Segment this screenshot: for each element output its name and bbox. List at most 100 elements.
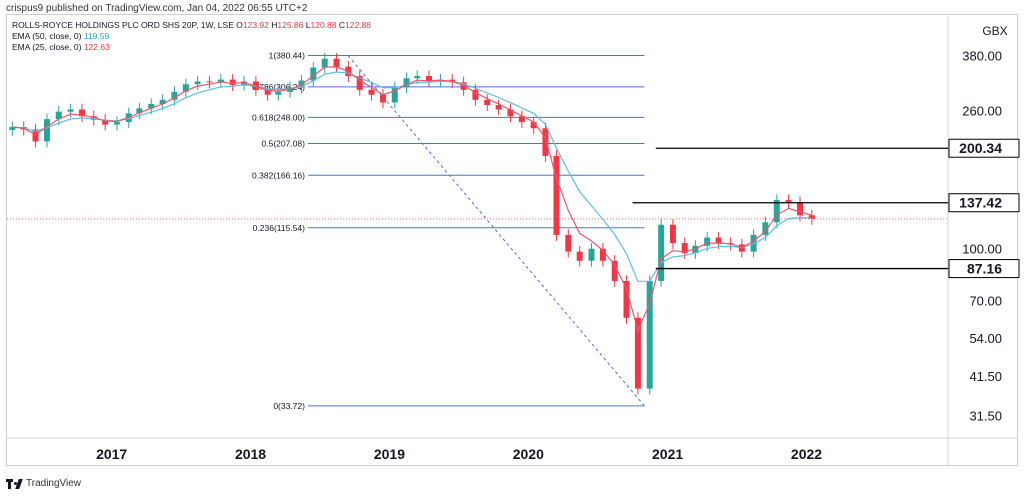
tradingview-footer: TradingView [6,478,81,489]
candle-body [217,79,224,83]
candle-body [379,94,386,103]
y-tick-label: 380.00 [962,49,1002,64]
candle-body [206,81,213,83]
candle-body [310,67,317,81]
y-tick-label: 260.00 [962,104,1002,119]
candle-body [113,122,120,125]
candle-body [530,122,537,129]
published-header: crispus9 published on TradingView.com, J… [0,0,1024,16]
level-label-box [948,193,1020,213]
candle-body [414,76,421,79]
fib-level-label: 0.5(207.08) [262,138,306,148]
y-tick-label: 54.00 [969,331,1002,346]
candle-body [762,222,769,235]
candle-body [298,80,305,88]
legend-ema50-label: EMA (50, close, 0) [12,31,82,41]
candle-body [32,129,39,142]
candle-body [692,245,699,254]
fib-level-label: 0.236(115.54) [253,223,305,233]
x-tick-label: 2022 [791,446,822,462]
level-label-text: 87.16 [967,261,1002,277]
candle-body [669,224,676,244]
legend-low-label: L [305,20,311,30]
candle-body [9,127,16,130]
ema50-line [12,71,812,282]
candle-body [646,280,653,389]
fib-trend-line [347,55,645,407]
level-label: 87.16 [948,259,1020,279]
x-tick-label: 2018 [235,446,266,462]
candle-body [518,116,525,123]
candle-body [681,243,688,254]
currency-label: GBX [982,24,1007,38]
fib-level-label: 0(33.72) [273,401,305,411]
legend-symbol: ROLLS-ROYCE HOLDINGS PLC ORD SHS 20P, 1W… [12,20,234,30]
candle-body [67,109,74,112]
candle-body [542,128,549,156]
legend-ema50-row[interactable]: EMA (50, close, 0) 119.59 [12,31,371,42]
x-tick-label: 2020 [513,446,544,462]
candle-body [715,237,722,244]
candle-body [194,81,201,85]
candle-body [426,76,433,82]
candle-body [576,251,583,261]
tradingview-brand: TradingView [26,478,82,489]
candle-body [611,260,618,281]
ema25-line [12,66,812,333]
y-tick-label: 31.50 [969,409,1002,424]
candle-body [588,248,595,261]
chart-legend: ROLLS-ROYCE HOLDINGS PLC ORD SHS 20P, 1W… [12,20,371,53]
y-tick-label: 100.00 [962,242,1002,257]
candle-body [148,104,155,109]
candle-body [495,105,502,110]
candle-body [634,317,641,389]
legend-ema25-label: EMA (25, close, 0) [12,42,82,52]
candle-body [472,89,479,100]
candle-body [403,78,410,88]
candle-body [43,119,50,142]
legend-high: 125.86 [277,20,304,30]
candle-body [565,234,572,252]
candle-body [356,76,363,90]
legend-ema25-row[interactable]: EMA (25, close, 0) 122.63 [12,42,371,53]
candle-body [808,215,815,219]
candle-body [275,91,282,95]
candle-body [241,81,248,86]
level-label: 200.34 [948,138,1020,158]
legend-low: 120.88 [310,20,337,30]
candle-body [55,111,62,120]
candles-group [9,53,815,395]
candle-body [658,224,665,281]
candle-body [159,99,166,105]
tradingview-logo-icon [6,478,23,489]
legend-close-label: C [338,20,345,30]
y-tick-label: 70.00 [969,293,1002,308]
candle-body [507,109,514,117]
legend-close: 122.88 [345,20,371,30]
level-label-box [948,138,1020,158]
x-tick-label: 2021 [652,446,683,462]
candle-body [321,58,328,68]
candle-body [785,200,792,203]
legend-ema50-value: 119.59 [83,31,110,41]
candle-body [704,237,711,246]
candle-body [333,58,340,67]
level-label-text: 200.34 [959,140,1002,156]
fib-level-label: 0.382(166.16) [252,170,305,180]
candle-body [553,155,560,235]
candle-body [229,79,236,86]
candle-body [136,108,143,114]
level-label-box [948,259,1020,279]
candle-body [773,200,780,223]
level-label: 137.42 [948,193,1020,213]
legend-ema25-value: 122.63 [83,42,110,52]
candle-body [599,248,606,261]
legend-open: 123.92 [242,20,269,30]
candle-body [182,84,189,92]
legend-open-label: O [236,20,243,30]
candle-body [797,202,804,216]
candle-body [623,280,630,318]
chart-frame [6,14,1018,466]
candle-body [484,99,491,106]
